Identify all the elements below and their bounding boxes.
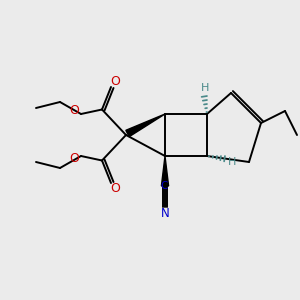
Text: O: O [70,152,79,166]
Text: H: H [227,157,236,167]
Text: O: O [70,104,79,118]
Polygon shape [126,114,165,137]
Polygon shape [161,156,169,186]
Text: H: H [201,82,209,93]
Text: O: O [111,182,120,195]
Text: C: C [161,181,168,191]
Text: N: N [160,207,169,220]
Text: O: O [110,75,120,88]
